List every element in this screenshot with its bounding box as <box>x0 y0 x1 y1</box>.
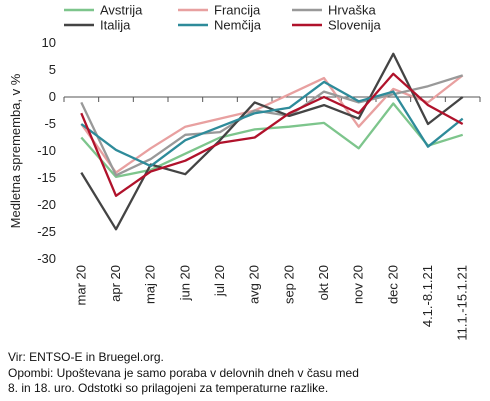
series-line-hrvaška <box>80 74 464 177</box>
legend-label: Italija <box>100 18 131 33</box>
legend-label: Slovenija <box>328 18 382 33</box>
y-tick-label: -30 <box>37 251 56 266</box>
x-tick-label: maj 20 <box>143 265 158 304</box>
y-axis: 10 5 0 -5 -10 -15 -20 -25 -30 <box>37 35 56 266</box>
legend-label: Avstrija <box>100 3 143 18</box>
footnote-line-2: 8. in 18. uro. Odstotki so prilagojeni z… <box>8 381 329 395</box>
series-line-slovenija <box>80 72 464 197</box>
x-tick-label: apr 20 <box>108 265 123 302</box>
series-line-italija <box>80 52 464 231</box>
x-tick-label: jun 20 <box>177 265 192 301</box>
series-line-avstrija <box>80 102 464 179</box>
y-axis-label: Medletna sprememba, v % <box>8 73 23 228</box>
footnote-line-1: Opombi: Upoštevana je samo poraba v delo… <box>8 366 359 380</box>
y-tick-label: 0 <box>49 89 56 104</box>
chart-legend: Avstrija Francija Hrvaška Italija Nemčija Slo… <box>64 3 382 33</box>
source-note: Vir: ENTSO-E in Bruegel.org. <box>8 350 164 364</box>
x-tick-label: dec 20 <box>385 265 400 304</box>
legend-label: Nemčija <box>214 18 262 33</box>
x-tick-label: sep 20 <box>281 265 296 304</box>
x-tick-label: nov 20 <box>351 265 366 304</box>
legend-label: Francija <box>214 3 261 18</box>
plot-area <box>80 52 464 231</box>
series-line-nemčija <box>80 80 464 168</box>
x-tick-label: mar 20 <box>73 265 88 305</box>
x-tick-label: okt 20 <box>316 265 331 300</box>
y-tick-label: 5 <box>49 62 56 77</box>
legend-label: Hrvaška <box>328 3 376 18</box>
y-tick-label: -20 <box>37 197 56 212</box>
y-tick-label: 10 <box>42 35 56 50</box>
line-chart: Avstrija Francija Hrvaška Italija Nemčija Slo… <box>8 3 481 341</box>
y-tick-label: -10 <box>37 143 56 158</box>
series-line-francija <box>80 74 464 174</box>
x-tick-label: 4.1.-8.1.21 <box>420 265 435 327</box>
y-tick-label: -15 <box>37 170 56 185</box>
x-tick-label: 11.1.-15.1.21 <box>455 265 470 341</box>
y-tick-label: -25 <box>37 224 56 239</box>
x-tick-label: jul 20 <box>212 265 227 297</box>
y-tick-label: -5 <box>44 116 56 131</box>
x-axis: mar 20 apr 20 maj 20 jun 20 jul 20 avg 20 sep … <box>63 96 481 341</box>
x-tick-label: avg 20 <box>247 265 262 304</box>
